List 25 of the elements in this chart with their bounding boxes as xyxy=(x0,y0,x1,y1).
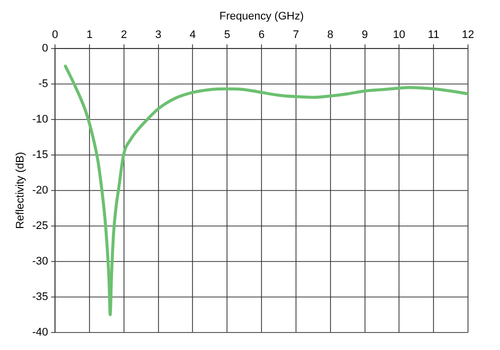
y-tick-label: -25 xyxy=(32,220,48,232)
y-tick-label: -20 xyxy=(32,184,48,196)
y-tick-label: -5 xyxy=(38,78,48,90)
y-tick-label: -40 xyxy=(32,326,48,338)
x-tick-label: 4 xyxy=(190,28,196,41)
x-tick-label: 7 xyxy=(292,28,300,41)
y-tick-label: -35 xyxy=(32,290,48,303)
line-series xyxy=(64,64,468,316)
x-tick-label: 9 xyxy=(362,28,368,41)
x-tick-label: 3 xyxy=(155,28,162,41)
x-tick-label: 0 xyxy=(52,28,58,41)
x-tick-label: 5 xyxy=(224,28,230,41)
x-tick-label: 1 xyxy=(86,28,93,41)
x-tick-label: 8 xyxy=(327,28,334,41)
x-tick-label: 12 xyxy=(462,28,474,41)
x-tick-label: 6 xyxy=(258,28,265,41)
y-tick-label: -15 xyxy=(32,148,48,161)
y-tick-label: 0 xyxy=(42,42,48,54)
x-tick-label: 11 xyxy=(428,28,440,41)
y-tick-label: -10 xyxy=(32,113,48,126)
x-tick-label: 10 xyxy=(393,28,406,41)
x-tick-label: 2 xyxy=(120,28,127,41)
y-tick-label: -30 xyxy=(32,255,48,268)
y-axis-title: Reflectivity (dB) xyxy=(14,152,27,229)
x-axis-title: Frequency (GHz) xyxy=(219,10,304,23)
